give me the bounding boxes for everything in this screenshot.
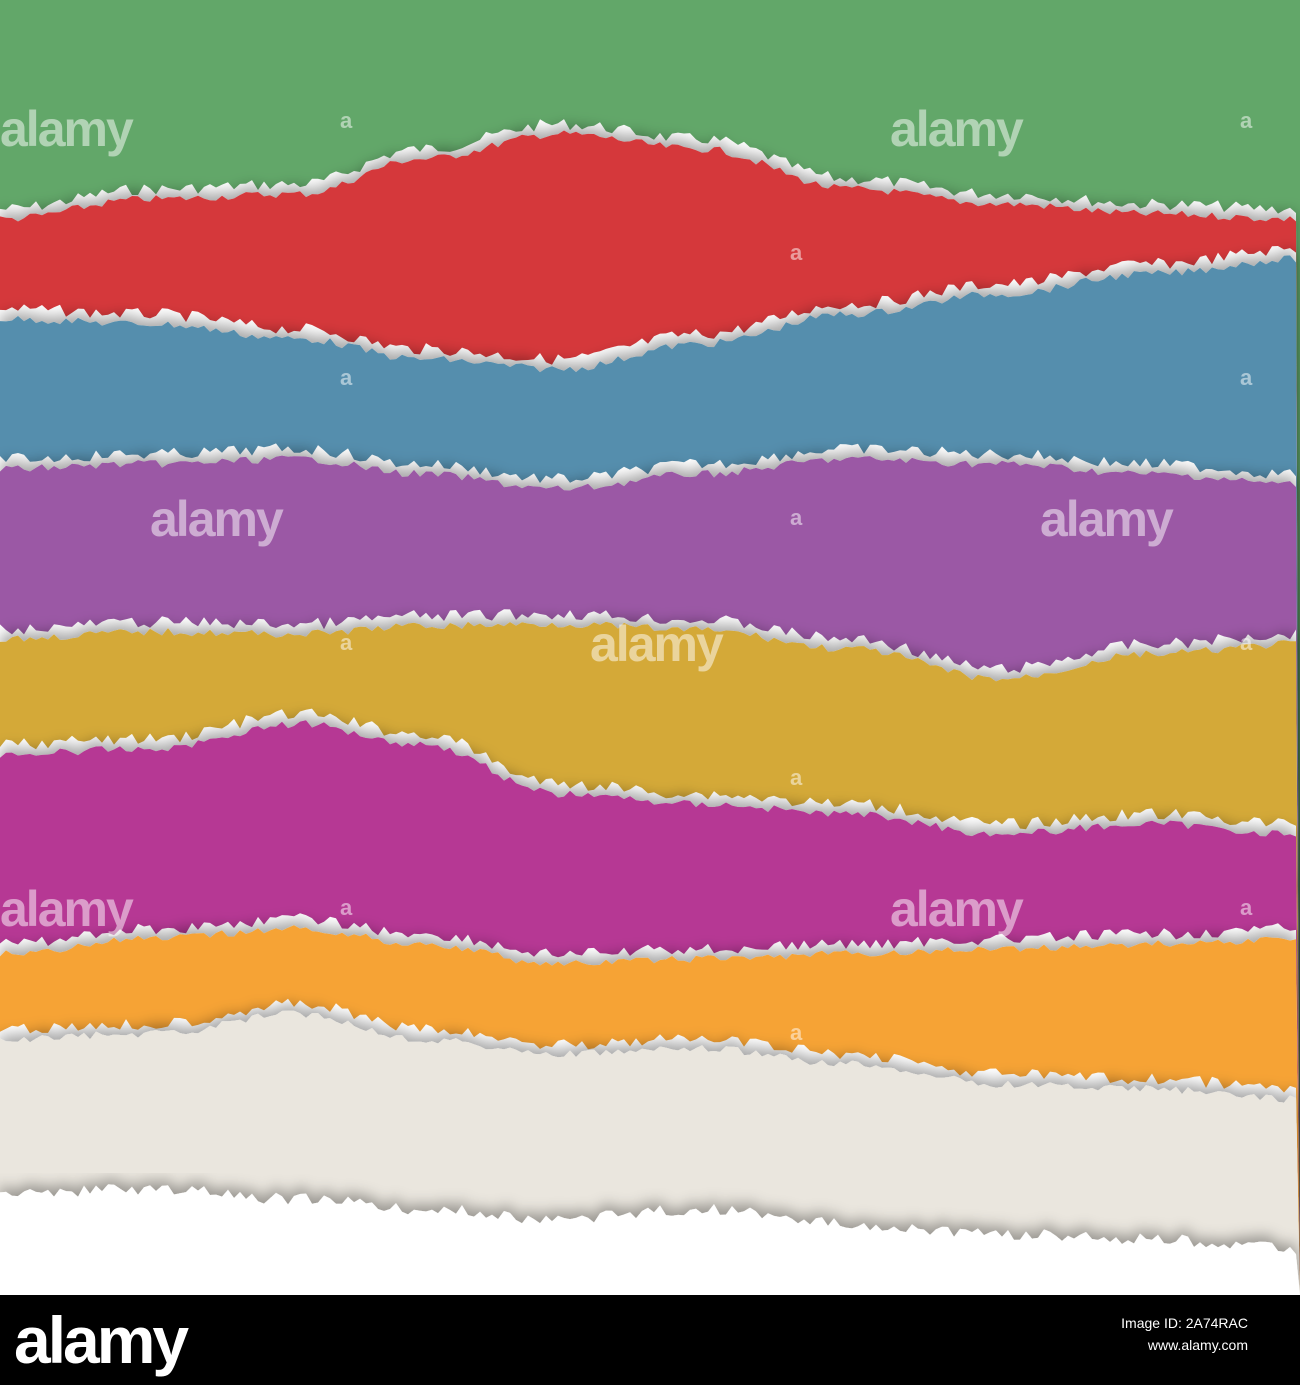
watermark-mark: a xyxy=(1240,108,1253,133)
watermark-text: alamy xyxy=(150,491,284,547)
footer-url: www.alamy.com xyxy=(1147,1337,1248,1353)
bottom-paper xyxy=(0,1184,1300,1295)
watermark-mark: a xyxy=(790,240,803,265)
watermark-mark: a xyxy=(1240,365,1253,390)
watermark-text: alamy xyxy=(0,101,134,157)
watermark-mark: a xyxy=(790,505,803,530)
watermark-text: alamy xyxy=(1040,491,1174,547)
image-id-label: Image ID: 2A74RAC xyxy=(1121,1315,1248,1331)
watermark-mark: a xyxy=(340,895,353,920)
watermark-mark: a xyxy=(1240,630,1253,655)
watermark-mark: a xyxy=(340,630,353,655)
torn-paper-strips-illustration xyxy=(0,0,1300,1295)
watermark-mark: a xyxy=(790,765,803,790)
footer-logo: alamy xyxy=(14,1303,189,1377)
watermark-text: alamy xyxy=(890,881,1024,937)
watermark-mark: a xyxy=(340,365,353,390)
watermark-mark: a xyxy=(1240,895,1253,920)
watermark-text: alamy xyxy=(0,881,134,937)
footer-bar: alamy Image ID: 2A74RAC www.alamy.com xyxy=(0,1295,1300,1385)
watermark-mark: a xyxy=(790,1020,803,1045)
watermark-mark: a xyxy=(340,108,353,133)
watermark-text: alamy xyxy=(890,101,1024,157)
watermark-text: alamy xyxy=(590,616,724,672)
